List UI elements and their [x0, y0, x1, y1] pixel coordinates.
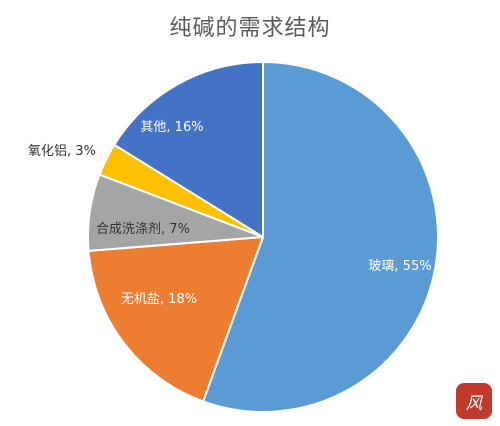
slice-label: 其他, 16% — [140, 120, 203, 135]
pie-slice — [112, 60, 264, 239]
slice-label: 合成洗涤剂, 7% — [96, 222, 190, 237]
pie-slice — [87, 235, 265, 403]
pie-slice — [201, 60, 439, 413]
slice-label: 玻璃, 55% — [368, 259, 431, 274]
slice-label: 氧化铝, 3% — [28, 144, 96, 159]
chart-title: 纯碱的需求结构 — [169, 16, 331, 41]
slice-label: 无机盐, 18% — [121, 292, 197, 307]
seal-logo: 风 — [456, 383, 492, 419]
